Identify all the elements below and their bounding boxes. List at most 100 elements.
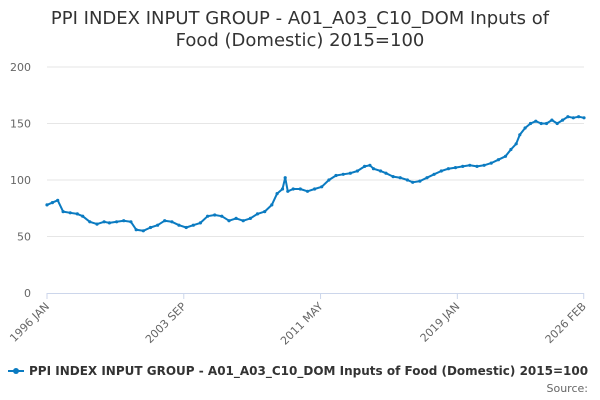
data-point[interactable] (550, 118, 554, 122)
data-point[interactable] (227, 219, 231, 223)
chart-title: PPI INDEX INPUT GROUP - A01_A03_C10_DOM … (0, 8, 600, 52)
data-point[interactable] (461, 164, 465, 168)
data-point[interactable] (391, 175, 395, 179)
data-point[interactable] (453, 166, 458, 170)
series-group[interactable] (45, 115, 586, 233)
data-point[interactable] (418, 179, 422, 183)
data-point[interactable] (163, 219, 167, 223)
data-point[interactable] (148, 225, 153, 230)
data-point[interactable] (88, 220, 92, 224)
data-point[interactable] (213, 213, 217, 217)
data-point[interactable] (56, 198, 60, 202)
data-point[interactable] (577, 115, 581, 119)
data-point[interactable] (566, 115, 570, 119)
data-point[interactable] (368, 163, 372, 167)
data-point[interactable] (405, 178, 409, 182)
data-point[interactable] (241, 219, 245, 223)
data-point[interactable] (348, 171, 352, 175)
data-point[interactable] (561, 118, 565, 122)
data-point[interactable] (283, 176, 287, 180)
x-tick-label: 2019 JAN (418, 300, 463, 345)
data-point[interactable] (184, 225, 188, 230)
data-point[interactable] (68, 211, 72, 215)
legend-line-marker-icon (8, 366, 24, 376)
data-point[interactable] (291, 187, 295, 191)
data-point[interactable] (327, 178, 331, 182)
data-point[interactable] (496, 158, 500, 162)
data-point[interactable] (482, 163, 486, 167)
data-point[interactable] (61, 210, 65, 214)
data-point[interactable] (384, 171, 388, 175)
data-point[interactable] (102, 220, 106, 224)
data-point[interactable] (514, 142, 518, 146)
data-point[interactable] (129, 220, 133, 224)
y-tick-label: 0 (24, 287, 31, 300)
chart-title-line-2: Food (Domestic) 2015=100 (175, 30, 425, 51)
data-point[interactable] (446, 167, 450, 171)
data-point[interactable] (503, 154, 508, 158)
data-point[interactable] (571, 116, 575, 120)
data-point[interactable] (468, 163, 472, 167)
data-point[interactable] (141, 229, 145, 233)
data-point[interactable] (234, 216, 238, 220)
y-tick-label: 200 (10, 61, 31, 74)
data-point[interactable] (363, 164, 367, 168)
data-point[interactable] (115, 220, 119, 224)
data-point[interactable] (528, 121, 533, 126)
data-point[interactable] (432, 172, 436, 176)
data-point[interactable] (95, 222, 99, 226)
data-point[interactable] (544, 121, 549, 126)
data-point[interactable] (355, 169, 359, 173)
data-point[interactable] (425, 176, 429, 180)
data-point[interactable] (371, 167, 376, 171)
data-point[interactable] (439, 169, 443, 173)
data-point[interactable] (191, 223, 195, 227)
data-point[interactable] (341, 172, 345, 176)
data-point[interactable] (198, 221, 202, 225)
legend-series-label: PPI INDEX INPUT GROUP - A01_A03_C10_DOM … (29, 364, 589, 378)
data-point[interactable] (107, 221, 111, 225)
data-point[interactable] (206, 214, 210, 218)
series-line[interactable] (46, 115, 585, 232)
data-point[interactable] (379, 169, 383, 173)
legend[interactable]: PPI INDEX INPUT GROUP - A01_A03_C10_DOM … (8, 364, 600, 378)
data-point[interactable] (81, 214, 85, 218)
data-point[interactable] (411, 180, 415, 184)
data-point[interactable] (286, 189, 290, 193)
y-tick-label: 150 (10, 118, 31, 131)
data-point[interactable] (255, 212, 260, 216)
data-point[interactable] (170, 220, 174, 224)
x-tick-label: 2011 MAY (278, 300, 326, 348)
data-point[interactable] (50, 201, 55, 205)
data-point[interactable] (134, 228, 138, 232)
data-point[interactable] (398, 176, 402, 180)
data-point[interactable] (313, 187, 317, 191)
data-point[interactable] (248, 216, 252, 220)
data-point[interactable] (534, 119, 538, 123)
data-point[interactable] (539, 121, 543, 126)
data-point[interactable] (45, 203, 49, 207)
data-point[interactable] (75, 212, 79, 216)
data-point[interactable] (555, 121, 559, 126)
data-point[interactable] (156, 223, 160, 227)
data-point[interactable] (320, 185, 324, 189)
data-point[interactable] (220, 214, 224, 218)
data-point[interactable] (518, 133, 522, 137)
data-point[interactable] (177, 223, 181, 227)
data-point[interactable] (263, 210, 267, 214)
source-label: Source: (546, 382, 589, 395)
data-point[interactable] (523, 126, 527, 130)
data-point[interactable] (305, 189, 310, 193)
data-point[interactable] (298, 187, 302, 191)
x-tick-label: 1996 JAN (7, 300, 52, 345)
data-point[interactable] (275, 192, 279, 196)
data-point[interactable] (270, 203, 274, 207)
data-point[interactable] (334, 173, 338, 178)
data-point[interactable] (475, 164, 479, 168)
data-point[interactable] (582, 116, 586, 120)
data-point[interactable] (489, 161, 493, 165)
data-point[interactable] (122, 219, 126, 223)
data-point[interactable] (509, 147, 513, 152)
data-point[interactable] (280, 187, 285, 191)
